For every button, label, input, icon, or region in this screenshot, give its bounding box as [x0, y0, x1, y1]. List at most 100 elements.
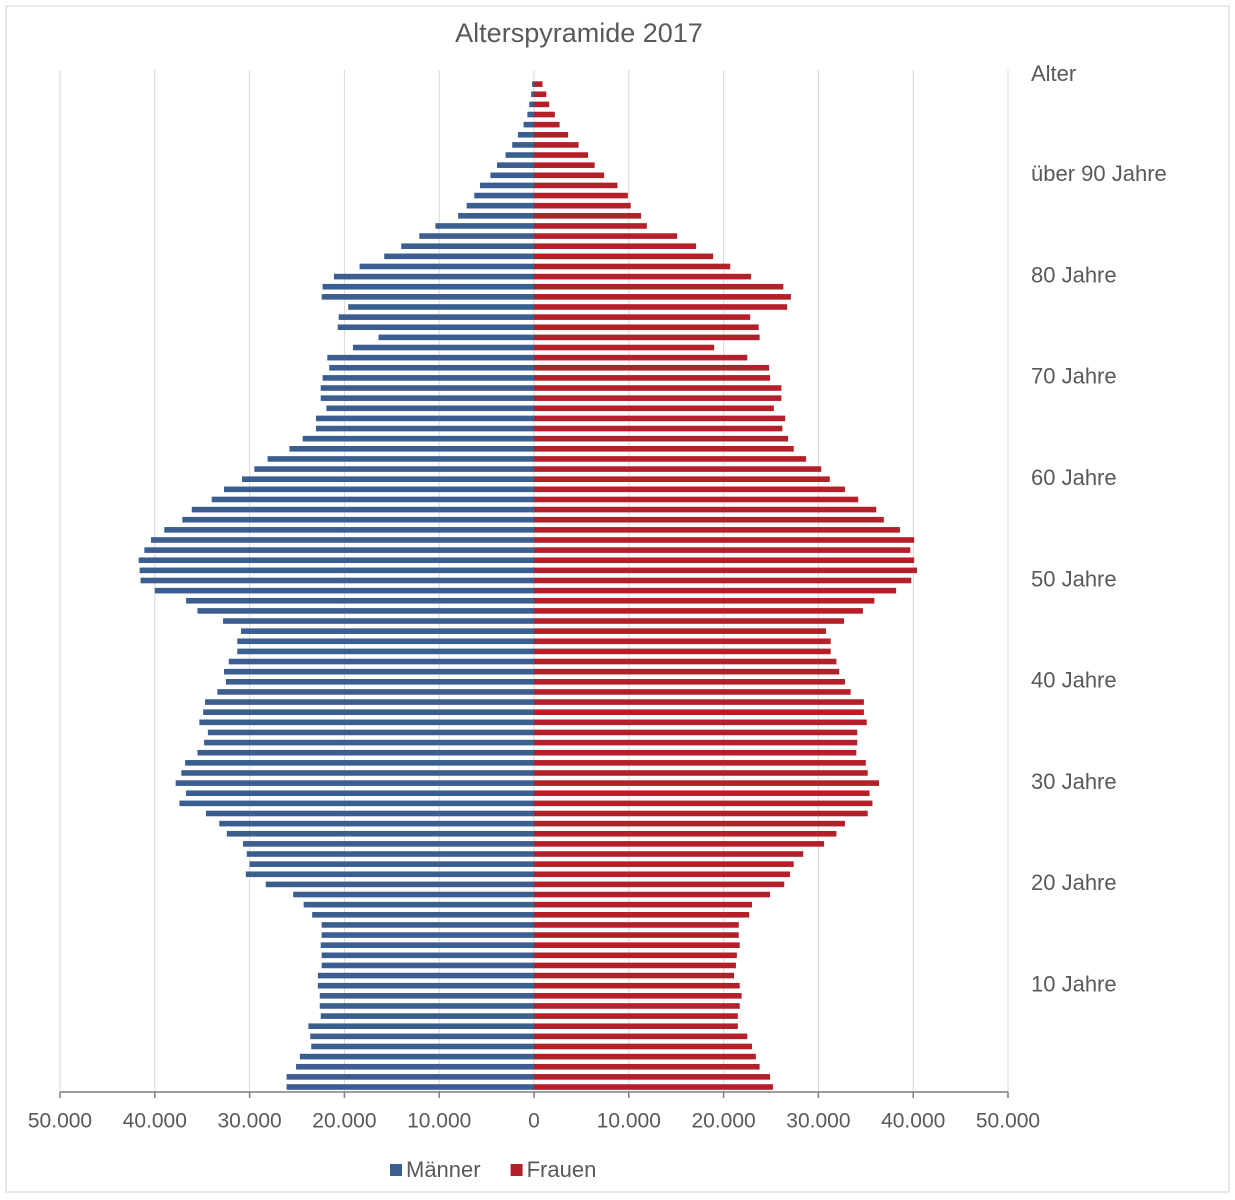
bar	[534, 334, 760, 341]
bar	[348, 304, 534, 310]
bar	[534, 486, 845, 493]
bar	[320, 942, 534, 948]
bar	[296, 1063, 534, 1070]
bar	[534, 131, 569, 138]
bar	[534, 202, 631, 209]
bar	[534, 820, 845, 827]
bar	[197, 608, 534, 614]
bar	[237, 648, 534, 655]
bar	[299, 1053, 534, 1060]
bar	[534, 810, 868, 817]
bar	[534, 942, 740, 948]
x-tick-label: 30.000	[786, 1110, 850, 1133]
x-tick-label: 40.000	[123, 1110, 187, 1133]
bar	[534, 993, 742, 999]
bar	[534, 283, 784, 290]
bar	[175, 780, 534, 786]
bar	[458, 213, 534, 219]
bar	[534, 679, 845, 685]
bar	[479, 182, 534, 189]
bar	[534, 689, 851, 695]
bar	[204, 739, 534, 746]
bar	[435, 223, 534, 229]
y-tick-label: 10 Jahre	[1031, 972, 1117, 997]
bar	[329, 364, 534, 371]
bar	[197, 749, 534, 756]
y-tick-label: über 90 Jahre	[1031, 161, 1167, 186]
bar	[186, 597, 535, 604]
bar	[179, 800, 534, 807]
bar	[534, 739, 858, 746]
bar	[205, 699, 534, 705]
bar	[317, 982, 534, 989]
legend-label: Männer	[406, 1157, 481, 1182]
bar	[164, 527, 534, 533]
bar	[534, 213, 642, 219]
bar	[534, 729, 858, 736]
bar	[534, 466, 822, 472]
bar	[219, 820, 534, 827]
bar	[223, 618, 534, 624]
bar	[338, 314, 534, 320]
bar	[254, 466, 534, 472]
y-tick-label: 40 Jahre	[1031, 668, 1117, 693]
bar	[534, 699, 864, 705]
bar	[534, 780, 880, 786]
bar	[534, 982, 740, 989]
bar	[401, 243, 534, 250]
bar	[321, 294, 534, 300]
bar	[534, 162, 595, 168]
bar	[286, 1074, 534, 1080]
bar	[311, 1043, 534, 1050]
bar	[534, 618, 844, 624]
bar	[249, 861, 534, 867]
bar	[319, 993, 534, 999]
bar	[534, 496, 859, 503]
bar	[534, 1074, 771, 1080]
bar	[534, 830, 837, 837]
x-tick-label: 10.000	[597, 1110, 661, 1133]
bar	[534, 476, 830, 482]
bar	[534, 597, 875, 604]
bar	[286, 1084, 534, 1090]
bar	[534, 324, 759, 331]
bar	[225, 679, 534, 685]
y-tick-label: 60 Jahre	[1031, 465, 1117, 490]
bar	[140, 577, 534, 584]
bar	[534, 901, 753, 908]
bar	[534, 375, 771, 381]
bar	[378, 334, 534, 341]
bar	[534, 446, 794, 452]
bar	[241, 628, 534, 634]
bar	[497, 162, 534, 168]
bar	[224, 486, 534, 493]
bar	[327, 354, 534, 361]
bar	[534, 172, 605, 179]
bar	[534, 972, 735, 979]
bar	[226, 830, 534, 837]
x-tick-label: 50.000	[28, 1110, 92, 1133]
bar	[534, 263, 731, 270]
bar	[505, 152, 534, 158]
bar	[267, 456, 534, 462]
bar	[534, 192, 628, 199]
bar	[321, 952, 534, 959]
bar	[185, 760, 535, 766]
bar	[534, 638, 831, 645]
bar	[321, 922, 534, 928]
bar	[534, 91, 547, 98]
bar	[320, 1013, 534, 1019]
x-tick-label: 10.000	[407, 1110, 471, 1133]
bar	[242, 841, 535, 847]
bar	[315, 415, 534, 422]
bar	[320, 395, 534, 401]
bar	[534, 395, 782, 401]
bar	[534, 527, 900, 533]
bar	[534, 354, 748, 361]
bar	[534, 547, 911, 553]
bar	[466, 202, 534, 209]
bar	[182, 516, 535, 523]
bar	[534, 1053, 756, 1060]
bar	[534, 435, 789, 442]
